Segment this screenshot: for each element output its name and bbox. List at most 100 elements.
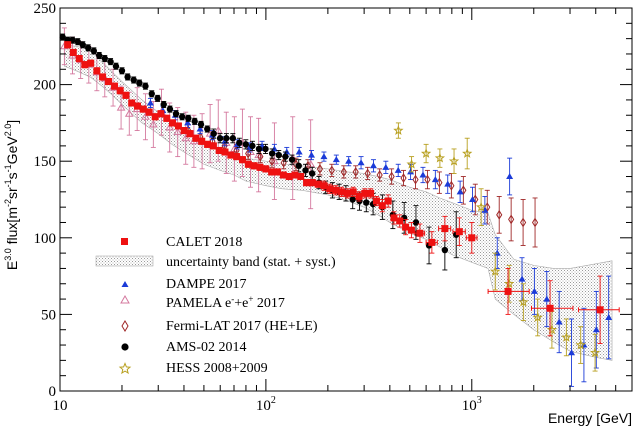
fermi-point: [352, 165, 359, 179]
legend-entry-fermi: Fermi-LAT 2017 (HE+LE): [121, 319, 318, 334]
fermi-point: [412, 169, 419, 190]
ams-point: [74, 38, 81, 46]
y-tick-label: 50: [41, 307, 56, 323]
fermi-point: [388, 168, 395, 185]
legend-marker-band: [95, 255, 154, 267]
calet-point: [151, 113, 159, 121]
dampe-point: [320, 151, 328, 162]
series-calet: [64, 41, 620, 344]
series-dampe: [146, 97, 613, 387]
calet-point: [169, 119, 177, 127]
legend-marker-hess: [118, 362, 132, 375]
dampe-point: [308, 150, 316, 161]
y-tick-label: 0: [49, 384, 57, 400]
dampe-point: [357, 156, 365, 170]
calet-point: [209, 142, 217, 150]
legend-label-hess: HESS 2008+2009: [166, 361, 268, 376]
calet-point: [349, 186, 357, 197]
ams-point: [236, 137, 243, 148]
ams-point: [178, 113, 186, 121]
legend-entry-pamela: PAMELA e-+e+ 2017: [120, 294, 285, 311]
calet-point: [273, 168, 281, 176]
fermi-point: [316, 162, 324, 176]
y-axis-title-m-exp: -2: [3, 199, 13, 207]
calet-point: [285, 173, 293, 181]
calet-point: [93, 67, 101, 75]
calet-point: [291, 171, 299, 179]
legend-marker-calet: [121, 238, 128, 245]
legend-label-band: uncertainty band (stat. + syst.): [166, 255, 336, 270]
dampe-point: [146, 97, 154, 109]
calet-point: [268, 168, 276, 176]
axis-ticks: 0 50 100 150 200 250 10 102 103: [34, 1, 633, 414]
pamela-point: [181, 111, 191, 165]
ams-point: [204, 125, 211, 133]
calet-point: [198, 137, 206, 145]
legend-entry-calet: CALET 2018: [121, 235, 242, 250]
hess-point: [448, 148, 460, 174]
calet-point: [425, 231, 438, 254]
legend-marker-fermi: [121, 320, 129, 332]
dampe-point: [555, 290, 563, 354]
legend-label-pamela: PAMELA e-+e+ 2017: [166, 294, 285, 311]
ams-point: [112, 62, 120, 70]
calet-point: [75, 55, 83, 63]
legend-label-dampe: DAMPE 2017: [166, 277, 247, 292]
dampe-point: [332, 154, 340, 165]
calet-point: [174, 122, 182, 130]
y-axis-title-s-exp: -1: [3, 164, 13, 172]
y-axis-title-exp: 3.0: [3, 248, 13, 261]
hess-point: [561, 318, 572, 357]
calet-point: [215, 146, 223, 154]
ams-point: [185, 114, 192, 122]
dampe-point: [394, 163, 402, 177]
hess-point: [406, 156, 417, 173]
calet-point: [303, 179, 311, 187]
ams-point: [302, 163, 309, 177]
calet-point: [297, 173, 305, 181]
hess-point: [434, 148, 446, 168]
ams-point: [160, 101, 167, 109]
ams-point: [136, 79, 143, 87]
calet-point: [372, 195, 380, 207]
calet-point: [314, 180, 322, 188]
y-tick-label: 200: [34, 78, 57, 94]
calet-point: [378, 199, 386, 213]
ams-point: [242, 139, 250, 150]
dampe-point: [605, 275, 613, 360]
x-tick-label: 102: [256, 395, 276, 414]
ams-point: [101, 55, 108, 63]
y-axis-title: E3.0 flux[m-2sr-1s-1GeV2.0]: [3, 120, 20, 270]
hess-point: [490, 252, 501, 291]
calet-point: [157, 110, 165, 118]
dampe-point: [419, 166, 427, 184]
calet-point: [355, 191, 363, 202]
calet-point: [227, 151, 235, 159]
legend-pamela-sup2: +: [248, 294, 253, 304]
dampe-point: [481, 195, 489, 225]
calet-point: [116, 87, 124, 95]
fermi-point: [508, 197, 515, 242]
calet-point: [239, 156, 247, 164]
fermi-point: [328, 163, 335, 177]
calet-point: [186, 130, 194, 138]
series-hess: [393, 122, 601, 372]
ams-point: [118, 67, 126, 75]
legend-marker-ams: [121, 343, 129, 351]
y-axis-title-flux: flux[m: [4, 207, 20, 248]
y-axis-title-e: E: [4, 261, 20, 270]
dampe-point: [382, 160, 390, 174]
ams-point: [124, 73, 131, 81]
ams-point: [249, 140, 256, 151]
ams-point: [223, 133, 230, 144]
calet-point: [407, 222, 415, 239]
calet-point: [104, 78, 112, 86]
fermi-point: [531, 197, 539, 248]
dampe-point: [369, 159, 377, 173]
ams-point: [154, 94, 161, 102]
ams-point: [268, 148, 276, 159]
calet-point: [262, 165, 270, 173]
fermi-point: [340, 165, 347, 179]
legend-entry-ams: AMS-02 2014: [121, 340, 247, 355]
calet-point: [87, 59, 95, 67]
